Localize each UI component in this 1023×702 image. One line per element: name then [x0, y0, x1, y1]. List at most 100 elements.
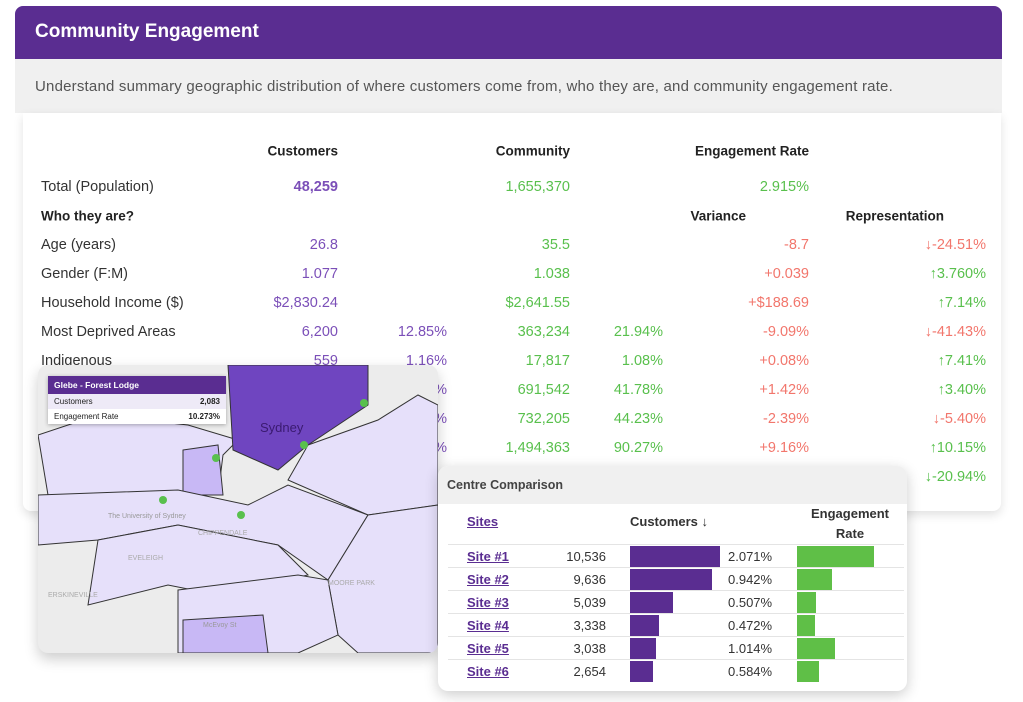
col-community: Community [495, 143, 570, 159]
site-rate: 0.942% [728, 572, 773, 587]
col-customers: Customers [267, 143, 338, 159]
tooltip-label: Engagement Rate [54, 412, 119, 421]
community-value: 1,494,363 [505, 440, 570, 456]
customers-value: 1.077 [301, 266, 338, 282]
map-suburb-label: McEvoy St [203, 622, 237, 629]
map-pin-icon[interactable] [159, 496, 167, 504]
representation-value: ↓-41.43% [924, 324, 986, 340]
rate-bar [797, 615, 815, 636]
representation-value: ↑7.14% [937, 295, 986, 311]
representation-value: ↓-20.94% [924, 469, 986, 485]
total-customers: 48,259 [293, 179, 338, 195]
tooltip-title: Glebe - Forest Lodge [48, 376, 226, 394]
community-pct: 90.27% [613, 440, 663, 456]
engagement-rate-header[interactable]: Engagement Rate [810, 506, 889, 541]
map-suburb-label: ERSKINEVILLE [48, 592, 98, 599]
site-link[interactable]: Site #6 [467, 664, 509, 679]
site-row: Site #1 10,536 2.071% [448, 544, 904, 567]
rate-bar [797, 592, 816, 613]
site-customers: 5,039 [573, 595, 606, 610]
customers-bar [630, 661, 653, 682]
rate-bar [797, 569, 833, 590]
community-value: 17,817 [525, 353, 570, 369]
customers-pct: 12.85% [397, 324, 447, 340]
site-customers: 10,536 [566, 549, 606, 564]
site-customers: 2,654 [573, 664, 606, 679]
community-value: $2,641.55 [505, 295, 570, 311]
site-rate: 0.507% [728, 595, 773, 610]
customers-value: 6,200 [301, 324, 338, 340]
representation-value: ↓-5.40% [932, 411, 986, 427]
region [182, 614, 269, 653]
panel-title: Centre Comparison [438, 466, 907, 504]
centre-comparison-panel: Centre Comparison Sites Customers ↓ Enga… [438, 466, 907, 691]
map-suburb-label: EVELEIGH [128, 555, 163, 562]
total-rate: 2.915% [759, 179, 809, 195]
customers-bar [630, 615, 659, 636]
col-variance: Variance [690, 208, 746, 224]
community-value: 363,234 [517, 324, 570, 340]
community-value: 691,542 [517, 382, 570, 398]
community-pct: 41.78% [613, 382, 663, 398]
representation-value: ↑3.40% [937, 382, 986, 398]
map-pin-icon[interactable] [237, 511, 245, 519]
map-pin-icon[interactable] [360, 399, 368, 407]
site-link[interactable]: Site #1 [467, 549, 509, 564]
variance-value: -8.7 [784, 237, 809, 253]
site-rate: 1.014% [728, 641, 773, 656]
col-representation: Representation [845, 208, 944, 224]
representation-value: ↑7.41% [937, 353, 986, 369]
page-header: Community Engagement [15, 6, 1002, 59]
map-suburb-label: MOORE PARK [328, 580, 375, 587]
variance-value: +9.16% [759, 440, 809, 456]
tooltip-value: 2,083 [199, 397, 220, 406]
site-rate: 0.472% [728, 618, 773, 633]
community-value: 1.038 [533, 266, 570, 282]
site-link[interactable]: Site #3 [467, 595, 509, 610]
sort-customers-header[interactable]: Customers ↓ [630, 514, 709, 529]
community-pct: 1.08% [621, 353, 663, 369]
variance-value: +0.08% [759, 353, 809, 369]
variance-value: -2.39% [763, 411, 809, 427]
site-rate: 0.584% [728, 664, 773, 679]
site-rate: 2.071% [728, 549, 773, 564]
site-customers: 3,038 [573, 641, 606, 656]
map-pin-icon[interactable] [212, 454, 220, 462]
row-label: Age (years) [41, 237, 116, 253]
variance-value: +0.039 [764, 266, 809, 282]
representation-value: ↑10.15% [929, 440, 986, 456]
map-svg[interactable]: Sydney The University of Sydney CHIPPEND… [38, 365, 438, 653]
site-customers: 3,338 [573, 618, 606, 633]
customers-bar [630, 592, 674, 613]
row-label: Most Deprived Areas [41, 324, 176, 340]
customers-bar [630, 546, 720, 567]
site-row: Site #6 2,654 0.584% [448, 659, 904, 682]
col-engagement-rate: Engagement Rate [694, 143, 809, 159]
representation-value: ↓-24.51% [924, 237, 986, 253]
rate-bar [797, 661, 819, 682]
variance-value: -9.09% [763, 324, 809, 340]
map-suburb-label: CHIPPENDALE [198, 530, 248, 537]
tooltip-label: Customers [54, 397, 93, 406]
map-suburb-label: The University of Sydney [108, 513, 186, 520]
site-row: Site #4 3,338 0.472% [448, 613, 904, 636]
site-link[interactable]: Site #5 [467, 641, 509, 656]
community-value: 35.5 [541, 237, 570, 253]
customers-bar [630, 569, 713, 590]
site-link[interactable]: Site #4 [467, 618, 509, 633]
row-label: Gender (F:M) [41, 266, 129, 282]
tooltip-value: 10.273% [188, 412, 220, 421]
site-customers: 9,636 [573, 572, 606, 587]
variance-value: +$188.69 [748, 295, 809, 311]
variance-value: +1.42% [759, 382, 809, 398]
sort-sites-link[interactable]: Sites [467, 514, 499, 529]
community-pct: 21.94% [613, 324, 663, 340]
map-pins [159, 399, 368, 519]
section-label: Who they are? [41, 208, 135, 224]
site-link[interactable]: Site #2 [467, 572, 509, 587]
site-row: Site #3 5,039 0.507% [448, 590, 904, 613]
page-subtitle: Understand summary geographic distributi… [15, 59, 1002, 113]
community-value: 732,205 [517, 411, 570, 427]
site-row: Site #5 3,038 1.014% [448, 636, 904, 659]
map-pin-icon[interactable] [300, 441, 308, 449]
